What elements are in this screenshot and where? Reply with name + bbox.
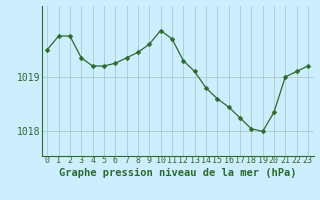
X-axis label: Graphe pression niveau de la mer (hPa): Graphe pression niveau de la mer (hPa) [59, 168, 296, 178]
